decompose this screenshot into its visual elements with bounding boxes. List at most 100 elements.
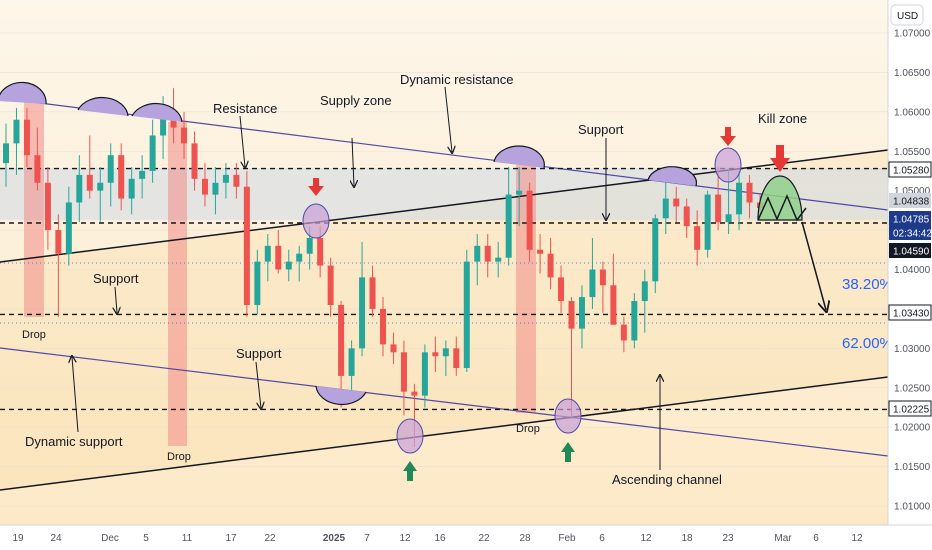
candle-body — [380, 308, 386, 345]
candle-body — [264, 245, 271, 262]
candle-body — [338, 304, 345, 376]
price-label-box — [889, 243, 931, 258]
candle-body — [683, 206, 690, 227]
price-label-box — [888, 400, 932, 417]
time-tick-label: 28 — [519, 533, 531, 544]
candle-body — [181, 127, 188, 144]
price-labels: 1.05280 1.04838 1.04785 02:34:42 1.04590 1.03… — [888, 161, 932, 417]
price-label: 02:34:42 — [893, 229, 932, 240]
annotation-resistance: Resistance — [213, 101, 277, 116]
price-label: 1.04838 — [893, 197, 930, 208]
touch-circle — [396, 418, 424, 454]
kill-zone-arc — [757, 175, 803, 221]
time-tick-label: 22 — [478, 533, 490, 544]
drop-bar — [168, 122, 187, 446]
candle-body — [620, 324, 627, 341]
time-tick-label: 19 — [12, 533, 24, 544]
annotation-support-mid: Support — [236, 346, 282, 361]
candle-body — [55, 230, 62, 254]
candle-body — [631, 301, 638, 341]
price-tick-label: 1.02000 — [894, 423, 931, 434]
time-tick-label: 24 — [50, 533, 62, 544]
candle-body — [13, 119, 20, 144]
pointer-line — [352, 137, 354, 186]
candle-body — [212, 182, 219, 195]
time-tick-label: 7 — [364, 533, 370, 544]
candle-body — [453, 348, 460, 369]
candle-body — [589, 269, 596, 298]
candle-body — [474, 245, 481, 262]
candle-body — [495, 257, 502, 262]
candle-body — [275, 245, 282, 270]
candle-body — [128, 178, 135, 199]
candle-body — [736, 182, 743, 215]
candle-body — [432, 352, 439, 357]
price-tick-label: 1.05000 — [894, 186, 931, 197]
candle-body — [3, 143, 9, 164]
candle-body — [65, 202, 72, 254]
candle-body — [442, 348, 449, 357]
price-tick-label: 1.03000 — [894, 344, 931, 355]
pointer-line — [72, 357, 79, 433]
candle-body — [505, 194, 512, 258]
candle-body — [411, 391, 418, 396]
candle-body — [516, 190, 523, 195]
price-label: 1.02225 — [893, 405, 930, 416]
candle-body — [327, 265, 334, 305]
price-label: 1.04590 — [893, 247, 930, 258]
annotation-ascending-channel: Ascending channel — [612, 472, 722, 487]
candle-body — [599, 269, 606, 286]
candle-body — [34, 155, 41, 183]
candle-body — [537, 249, 544, 254]
candle-body — [160, 111, 167, 136]
kill-zone-zigzag — [757, 194, 807, 222]
price-label-box — [888, 161, 932, 178]
annotation-support-left: Support — [93, 271, 139, 286]
candle-body — [23, 119, 30, 156]
time-tick-label: 16 — [434, 533, 446, 544]
time-tick-label: 6 — [813, 533, 819, 544]
candle-body — [306, 237, 313, 254]
price-tick-label: 1.07000 — [894, 29, 931, 40]
green-arrow-up-icon — [403, 461, 417, 481]
annotation-kill-zone: Kill zone — [758, 111, 807, 126]
candle-body — [149, 135, 156, 171]
price-label-box — [889, 193, 931, 208]
price-label-box — [889, 225, 931, 240]
resistance-touch-arc — [0, 81, 47, 105]
candle-body — [76, 174, 83, 203]
price-tick-label: 1.04000 — [894, 265, 931, 276]
candles — [3, 88, 763, 447]
time-tick-label: 12 — [851, 533, 863, 544]
annotation-dynamic-support: Dynamic support — [25, 434, 123, 449]
candle-body — [641, 281, 648, 302]
candle-body — [233, 174, 240, 187]
projection-arrow-line — [801, 221, 826, 310]
candle-body — [97, 182, 104, 191]
candle-body — [44, 182, 51, 231]
resistance-touch-arc — [77, 97, 129, 117]
time-tick-label: 18 — [681, 533, 693, 544]
price-label: 1.05280 — [893, 166, 930, 177]
time-tick-label: 12 — [640, 533, 652, 544]
candle-body — [673, 198, 680, 207]
candle-body — [296, 253, 303, 262]
ascending-channel-lower — [0, 376, 889, 491]
candle-body — [578, 297, 585, 329]
price-tick-label: 1.05500 — [894, 147, 931, 158]
annotation-dynamic-resistance: Dynamic resistance — [400, 72, 513, 87]
candle-body — [463, 261, 470, 369]
red-arrow-down-icon — [308, 178, 324, 196]
pointer-line — [239, 115, 245, 167]
green-arrow-up-icon — [561, 442, 575, 462]
candle-body — [662, 198, 669, 219]
candle-body — [652, 218, 659, 282]
candle-body — [421, 352, 428, 396]
price-tick-label: 1.01500 — [894, 462, 931, 473]
annotation-supply-zone: Supply zone — [320, 93, 392, 108]
candle-body — [243, 186, 250, 305]
candle-body — [390, 344, 397, 353]
price-tick-label: 1.02500 — [894, 383, 931, 394]
candle-body — [369, 277, 376, 309]
